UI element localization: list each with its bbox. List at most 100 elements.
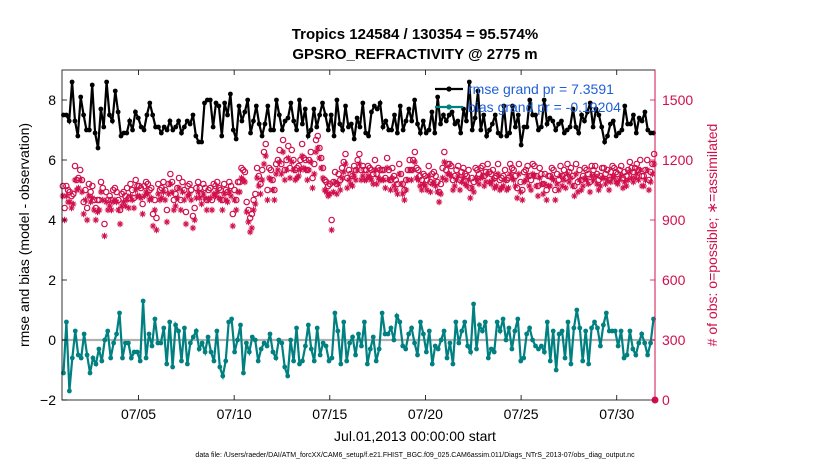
rmse-point — [357, 124, 363, 130]
rmse-point — [251, 118, 256, 124]
bias-point — [117, 310, 122, 316]
bias-point — [362, 319, 367, 325]
rmse-point — [173, 124, 179, 130]
obs-assimilated-point — [458, 178, 465, 186]
obs-possible-point — [574, 178, 582, 186]
obs-possible-point — [153, 214, 160, 222]
bias-point — [394, 313, 400, 319]
obs-assimilated-point — [344, 184, 351, 192]
y-axis-left-label: rmse and bias (model - observation) — [16, 123, 32, 347]
bias-point — [500, 316, 506, 322]
obs-assimilated-point — [397, 180, 405, 188]
bias-point — [140, 298, 146, 304]
obs-assimilated-point — [441, 158, 448, 166]
obs-assimilated-point — [219, 206, 226, 214]
rmse-point — [150, 112, 156, 118]
obs-possible-point — [63, 182, 70, 190]
bias-point — [205, 334, 211, 340]
bias-point — [72, 328, 78, 334]
obs-possible-point — [97, 178, 105, 186]
bias-point — [379, 310, 385, 316]
chart-subtitle: GPSRO_REFRACTIVITY @ 2775 m — [292, 46, 538, 63]
obs-possible-point — [278, 160, 285, 168]
rmse-point — [400, 127, 406, 133]
obs-possible-point — [258, 166, 266, 174]
rmse-point — [515, 112, 521, 118]
obs-assimilated-point — [262, 152, 269, 160]
rmse-point — [472, 115, 478, 121]
obs-possible-point — [180, 186, 188, 194]
obs-assimilated-point — [108, 206, 115, 214]
obs-assimilated-point — [354, 166, 361, 174]
obs-assimilated-point — [650, 160, 658, 168]
obs-assimilated-point — [409, 166, 417, 174]
obs-assimilated-point — [621, 178, 628, 186]
obs-assimilated-point — [305, 166, 313, 174]
obs-assimilated-point — [435, 198, 443, 206]
obs-assimilated-point — [122, 202, 129, 210]
x-tick-label: 07/20 — [408, 406, 443, 422]
obs-assimilated-point — [229, 222, 236, 230]
obs-assimilated-point — [637, 166, 644, 174]
obs-assimilated-point — [271, 196, 278, 204]
bias-point — [421, 331, 426, 337]
rmse-point — [481, 112, 487, 118]
bias-point — [347, 340, 353, 346]
obs-possible-point — [326, 180, 334, 188]
bias-point — [627, 328, 633, 334]
rmse-point — [262, 121, 268, 127]
rmse-point — [230, 127, 236, 133]
rmse-point — [314, 124, 320, 130]
rmse-point — [167, 118, 173, 124]
rmse-point — [107, 112, 112, 118]
obs-assimilated-point — [385, 176, 393, 184]
bias-point — [235, 337, 240, 343]
obs-assimilated-point — [70, 200, 77, 208]
rmse-point — [328, 112, 334, 118]
obs-possible-point — [600, 164, 608, 172]
bias-point — [90, 355, 96, 361]
obs-assimilated-point — [165, 190, 172, 198]
bias-point — [179, 358, 184, 364]
rmse-point — [369, 109, 374, 115]
bias-point — [176, 328, 181, 334]
obs-possible-point — [390, 172, 398, 180]
obs-assimilated-point — [118, 202, 126, 210]
bias-point — [99, 358, 105, 364]
obs-assimilated-point — [213, 188, 221, 196]
bias-point — [491, 349, 497, 355]
obs-possible-point — [61, 204, 68, 212]
obs-possible-point — [584, 170, 592, 178]
obs-assimilated-point — [597, 182, 604, 190]
obs-assimilated-point — [319, 174, 327, 182]
obs-possible-point — [519, 186, 526, 194]
bias-point — [64, 319, 69, 325]
bias-point — [128, 355, 134, 361]
bias-point — [164, 361, 170, 367]
bias-point — [536, 346, 541, 352]
obs-possible-point — [253, 164, 261, 172]
rmse-point — [533, 112, 538, 118]
rmse-point — [538, 124, 544, 130]
bias-point — [621, 355, 627, 361]
obs-assimilated-point — [515, 170, 523, 178]
bias-point — [69, 355, 75, 361]
obs-assimilated-point — [448, 172, 455, 180]
obs-assimilated-point — [578, 186, 585, 194]
y-left-tick-label: −2 — [40, 392, 56, 408]
rmse-point — [75, 133, 81, 139]
rmse-point — [92, 130, 98, 136]
obs-assimilated-point — [633, 170, 640, 178]
rmse-point — [547, 115, 553, 121]
obs-assimilated-point — [231, 196, 238, 204]
obs-assimilated-point — [158, 194, 165, 202]
obs-possible-point — [59, 182, 67, 190]
rmse-point — [633, 130, 639, 136]
rmse-point — [466, 79, 472, 85]
rmse-point — [556, 121, 561, 127]
bias-point — [618, 328, 624, 334]
bias-point — [465, 343, 471, 349]
obs-assimilated-point — [559, 182, 566, 190]
rmse-point — [265, 103, 271, 109]
